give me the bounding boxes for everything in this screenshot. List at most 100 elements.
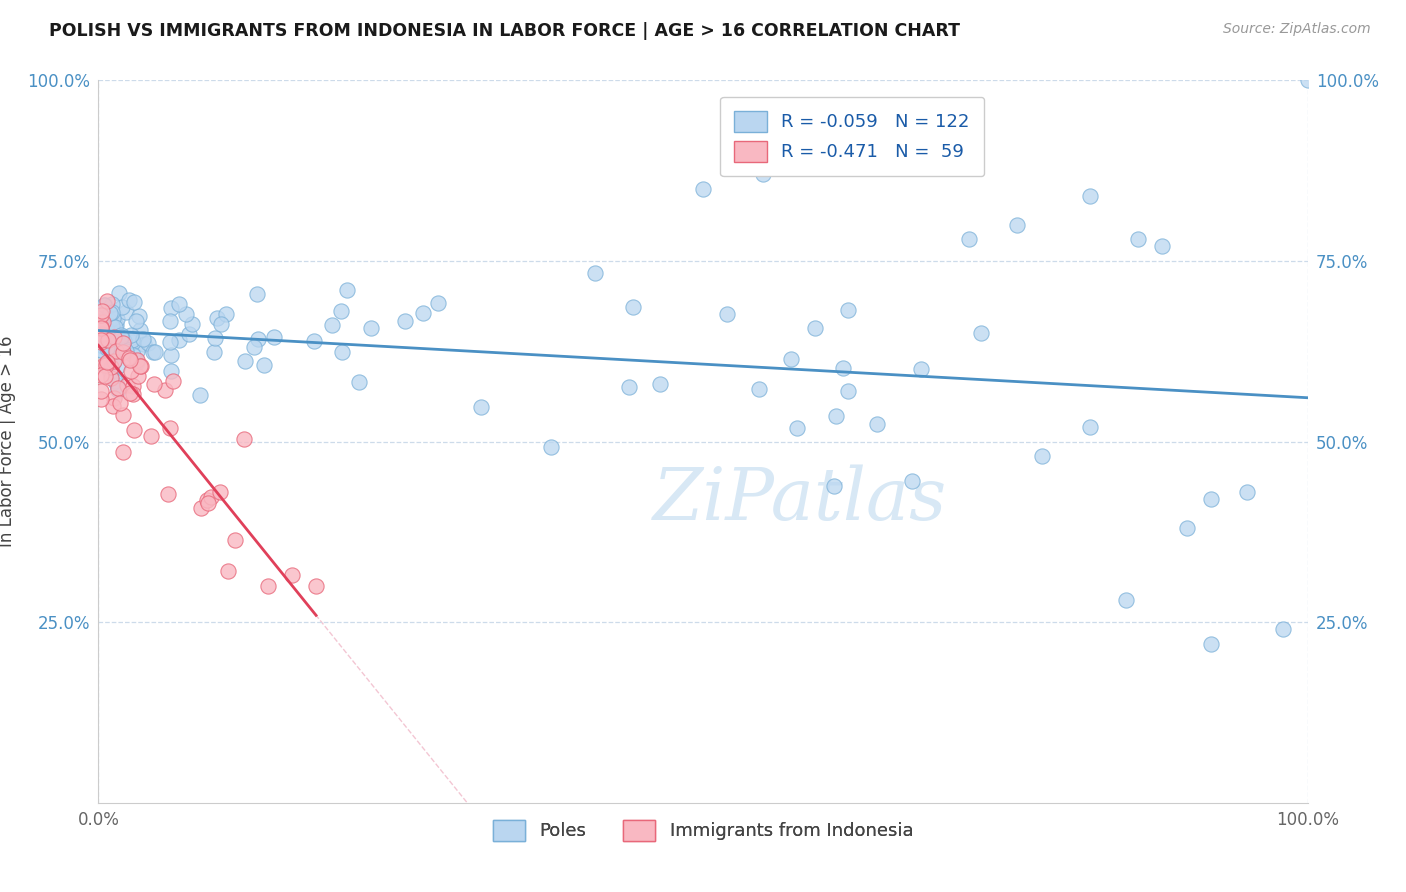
Point [125,313,148,327]
Point [128,309,150,323]
Point [91,304,114,318]
Point [156,487,179,501]
Point [90,384,112,399]
Point [142,344,165,359]
Point [110,343,132,357]
Point [139,428,162,442]
Point [143,376,166,391]
Point [112,334,135,348]
Point [115,378,138,392]
Point [619,380,641,394]
Point [107,359,129,374]
Point [202,344,225,359]
Point [302,334,325,348]
Point [114,344,136,359]
Point [330,345,353,359]
Point [540,440,562,454]
Point [93,358,115,372]
Point [748,382,770,396]
Point [90,320,112,334]
Point [1128,232,1150,246]
Point [97,333,120,347]
Point [1152,239,1174,253]
Point [110,330,132,344]
Point [120,364,142,378]
Point [145,344,167,359]
Point [94,297,117,311]
Point [90,329,112,343]
Point [160,349,183,363]
Point [224,533,246,548]
Point [90,392,112,406]
Point [120,353,142,368]
Point [321,318,343,332]
Point [204,330,226,344]
Point [205,310,228,325]
Point [121,333,143,347]
Point [752,167,775,181]
Point [90,368,112,382]
Point [115,305,138,319]
Point [1199,637,1222,651]
Point [124,423,146,437]
Point [127,344,149,359]
Point [1115,593,1137,607]
Point [98,365,121,379]
Point [127,369,149,384]
Point [111,328,134,343]
Point [131,333,153,347]
Point [181,317,204,331]
Point [90,308,112,322]
Point [209,485,232,500]
Point [427,295,450,310]
Point [174,307,197,321]
Point [122,348,145,362]
Point [112,409,135,423]
Point [215,307,238,321]
Point [131,359,153,373]
Point [91,327,114,342]
Point [134,337,156,351]
Point [125,355,148,369]
Point [780,351,803,366]
Point [90,315,112,329]
Point [96,319,118,334]
Point [583,266,606,280]
Point [103,330,125,344]
Point [900,474,922,488]
Point [263,329,285,343]
Point [108,329,131,343]
Point [160,301,183,315]
Point [837,302,859,317]
Point [101,311,124,326]
Point [692,182,714,196]
Point [256,579,278,593]
Text: ZiPatlas: ZiPatlas [652,464,946,534]
Point [195,492,218,507]
Point [90,315,112,329]
Point [107,381,129,395]
Point [98,306,121,320]
Point [232,433,254,447]
Point [105,342,128,356]
Point [160,364,183,378]
Point [104,343,127,357]
Point [169,333,191,347]
Point [335,283,357,297]
Point [107,377,129,392]
Point [110,328,132,343]
Point [243,340,266,354]
Point [121,379,143,393]
Point [90,322,112,336]
Point [111,345,134,359]
Point [90,343,112,357]
Point [803,321,825,335]
Point [837,384,859,398]
Point [93,298,115,312]
Text: POLISH VS IMMIGRANTS FROM INDONESIA IN LABOR FORCE | AGE > 16 CORRELATION CHART: POLISH VS IMMIGRANTS FROM INDONESIA IN L… [49,22,960,40]
Point [111,336,134,351]
Point [159,314,181,328]
Point [153,383,176,397]
Point [786,420,808,434]
Point [103,391,125,405]
